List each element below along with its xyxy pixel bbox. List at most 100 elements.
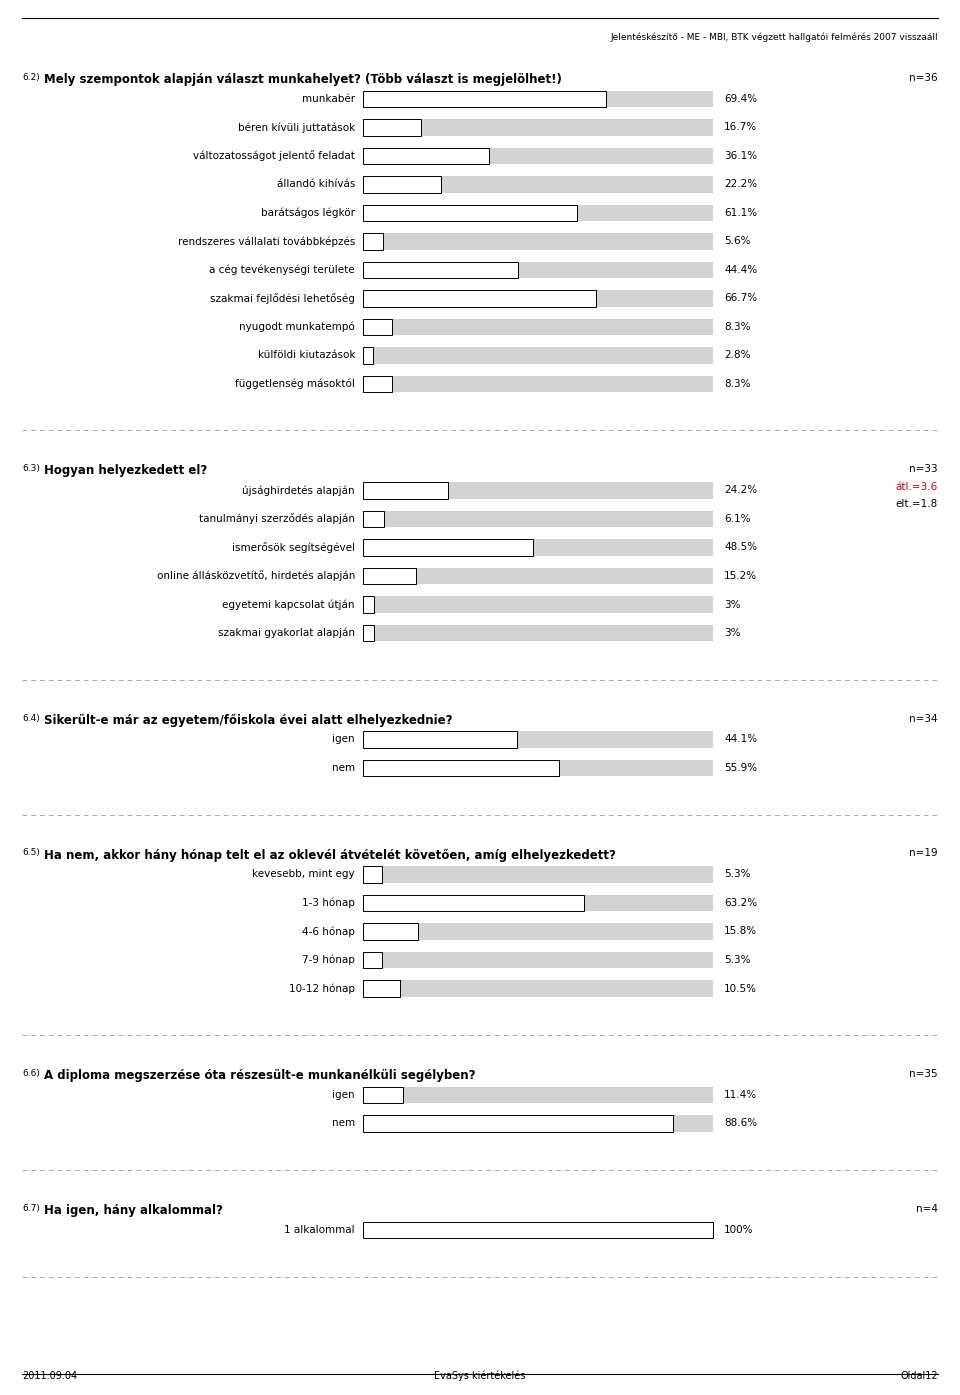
Bar <box>363 731 713 748</box>
Text: 6.6): 6.6) <box>22 1069 40 1078</box>
Text: 66.7%: 66.7% <box>724 293 757 304</box>
Text: barátságos légkör: barátságos légkör <box>261 208 355 218</box>
Bar <box>363 233 383 250</box>
Text: 6.2): 6.2) <box>22 73 39 82</box>
Text: 44.1%: 44.1% <box>724 735 757 745</box>
Bar <box>363 923 713 940</box>
Bar <box>363 625 373 642</box>
Text: kevesebb, mint egy: kevesebb, mint egy <box>252 869 355 879</box>
Text: 8.3%: 8.3% <box>724 322 751 332</box>
Bar <box>363 540 533 555</box>
Text: igen: igen <box>332 1089 355 1101</box>
Text: n=19: n=19 <box>909 848 938 858</box>
Bar <box>363 176 713 193</box>
Text: 69.4%: 69.4% <box>724 93 757 105</box>
Bar <box>363 951 381 968</box>
Bar <box>363 568 713 585</box>
Text: 6.5): 6.5) <box>22 848 40 858</box>
Text: 11.4%: 11.4% <box>724 1089 757 1101</box>
Text: n=36: n=36 <box>909 73 938 82</box>
Text: 6.7): 6.7) <box>22 1204 40 1214</box>
Bar <box>363 290 596 307</box>
Text: Ha igen, hány alkalommal?: Ha igen, hány alkalommal? <box>44 1204 223 1216</box>
Text: igen: igen <box>332 735 355 745</box>
Text: EvaSys kiértékelés: EvaSys kiértékelés <box>434 1370 526 1381</box>
Text: függetlenség másoktól: függetlenség másoktól <box>235 379 355 389</box>
Text: 5.3%: 5.3% <box>724 869 751 879</box>
Bar <box>363 625 713 642</box>
Text: rendszeres vállalati továbbképzés: rendszeres vállalati továbbképzés <box>178 236 355 247</box>
Bar <box>363 596 373 612</box>
Text: 55.9%: 55.9% <box>724 763 757 773</box>
Bar <box>363 1222 713 1239</box>
Text: 63.2%: 63.2% <box>724 898 757 908</box>
Text: 5.3%: 5.3% <box>724 956 751 965</box>
Text: Sikerült-e már az egyetem/főiskola évei alatt elhelyezkednie?: Sikerült-e már az egyetem/főiskola évei … <box>44 713 452 727</box>
Text: egyetemi kapcsolat útján: egyetemi kapcsolat útján <box>223 600 355 610</box>
Bar <box>363 1115 713 1131</box>
Text: Jelentéskészítő - ME - MBI, BTK végzett hallgatói felmérés 2007 visszaáll: Jelentéskészítő - ME - MBI, BTK végzett … <box>611 33 938 42</box>
Bar <box>363 262 713 278</box>
Text: szakmai gyakorlat alapján: szakmai gyakorlat alapján <box>218 628 355 639</box>
Text: A diploma megszerzése óta részesült-e munkanélküli segélyben?: A diploma megszerzése óta részesült-e mu… <box>44 1069 475 1083</box>
Text: átl.=3.6: átl.=3.6 <box>896 483 938 492</box>
Text: elt.=1.8: elt.=1.8 <box>896 499 938 509</box>
Bar <box>363 205 577 222</box>
Bar <box>363 866 713 883</box>
Bar <box>363 148 713 165</box>
Text: 15.8%: 15.8% <box>724 926 757 936</box>
Text: 36.1%: 36.1% <box>724 151 757 160</box>
Text: 100%: 100% <box>724 1225 754 1235</box>
Bar <box>363 176 441 193</box>
Text: Mely szempontok alapján választ munkahelyet? (Több választ is megjelölhet!): Mely szempontok alapján választ munkahel… <box>44 73 562 86</box>
Text: 2.8%: 2.8% <box>724 350 751 360</box>
Text: online állásközvetítő, hirdetés alapján: online állásközvetítő, hirdetés alapján <box>156 571 355 582</box>
Text: ismerősök segítségével: ismerősök segítségével <box>232 543 355 552</box>
Text: 5.6%: 5.6% <box>724 237 751 247</box>
Bar <box>363 91 713 107</box>
Text: 2011.09.04: 2011.09.04 <box>22 1371 77 1381</box>
Text: n=33: n=33 <box>909 465 938 474</box>
Bar <box>363 91 606 107</box>
Bar <box>363 511 713 527</box>
Bar <box>363 483 447 499</box>
Text: 48.5%: 48.5% <box>724 543 757 552</box>
Text: 3%: 3% <box>724 628 740 638</box>
Text: n=35: n=35 <box>909 1069 938 1078</box>
Text: 10.5%: 10.5% <box>724 983 757 993</box>
Text: n=4: n=4 <box>916 1204 938 1214</box>
Text: külföldi kiutazások: külföldi kiutazások <box>257 350 355 360</box>
Bar <box>363 119 421 135</box>
Text: 15.2%: 15.2% <box>724 571 757 580</box>
Text: változatosságot jelentő feladat: változatosságot jelentő feladat <box>193 151 355 162</box>
Bar <box>363 347 713 364</box>
Bar <box>363 290 713 307</box>
Text: szakmai fejlődési lehetőség: szakmai fejlődési lehetőség <box>210 293 355 304</box>
Bar <box>363 262 518 278</box>
Bar <box>363 318 392 335</box>
Bar <box>363 866 381 883</box>
Bar <box>363 347 372 364</box>
Text: 22.2%: 22.2% <box>724 180 757 190</box>
Text: nem: nem <box>332 763 355 773</box>
Text: n=34: n=34 <box>909 713 938 724</box>
Text: Oldal12: Oldal12 <box>900 1371 938 1381</box>
Bar <box>363 1115 673 1131</box>
Bar <box>363 375 713 392</box>
Bar <box>363 923 419 940</box>
Text: 4-6 hónap: 4-6 hónap <box>302 926 355 937</box>
Text: 10-12 hónap: 10-12 hónap <box>289 983 355 993</box>
Bar <box>363 731 517 748</box>
Bar <box>363 483 713 499</box>
Bar <box>363 1222 713 1239</box>
Bar <box>363 760 713 776</box>
Bar <box>363 894 713 911</box>
Text: tanulmányi szerződés alapján: tanulmányi szerződés alapján <box>199 513 355 525</box>
Text: nyugodt munkatempó: nyugodt munkatempó <box>239 322 355 332</box>
Text: 16.7%: 16.7% <box>724 123 757 133</box>
Text: 61.1%: 61.1% <box>724 208 757 218</box>
Text: 3%: 3% <box>724 600 740 610</box>
Text: 24.2%: 24.2% <box>724 485 757 495</box>
Bar <box>363 1087 713 1103</box>
Bar <box>363 233 713 250</box>
